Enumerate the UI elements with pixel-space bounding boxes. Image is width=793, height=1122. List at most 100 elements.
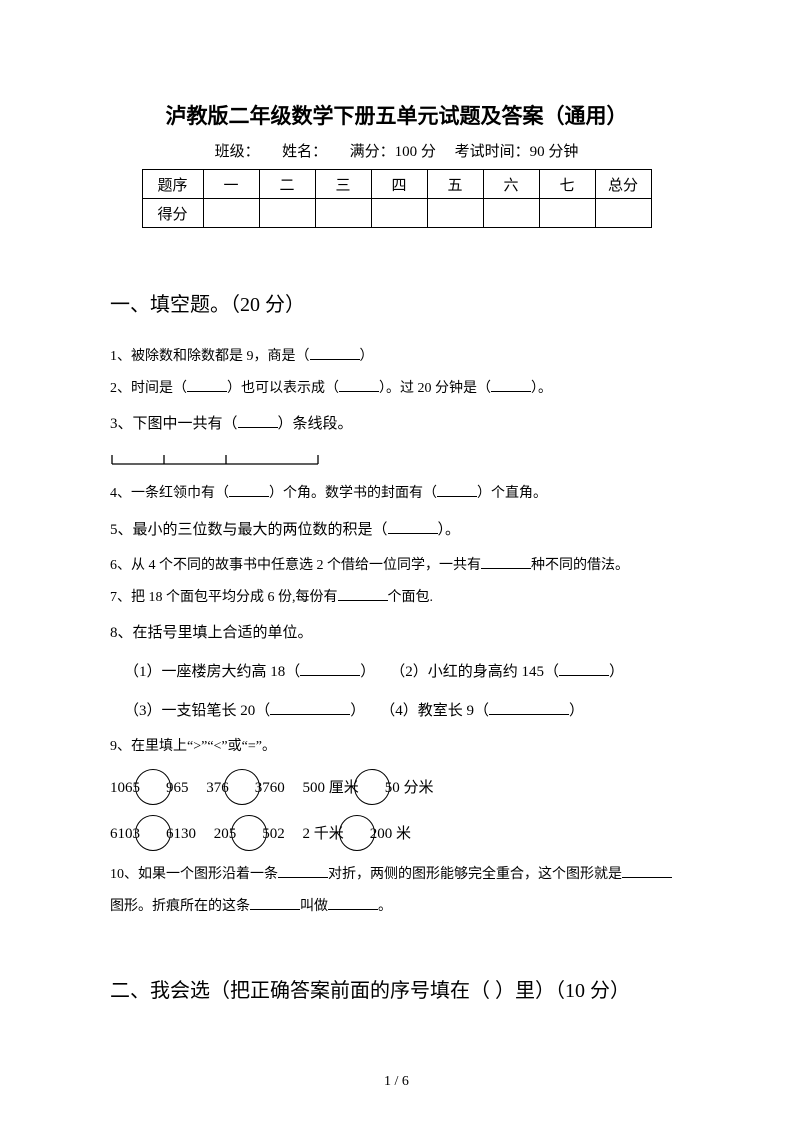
q6: 6、从 4 个不同的故事书中任意选 2 个借给一位同学，一共有 种不同的借法。 xyxy=(110,550,683,582)
section-2-heading: 二、我会选（把正确答案前面的序号填在（ ）里）（10 分） xyxy=(110,974,683,1003)
q10-c: 图形。折痕所在的这条 xyxy=(110,899,250,914)
page-footer: 1 / 6 xyxy=(0,1074,793,1090)
blank xyxy=(339,377,379,392)
compare-circle xyxy=(224,769,260,805)
td-blank xyxy=(203,199,259,228)
blank xyxy=(238,412,278,428)
q8: 8、在括号里填上合适的单位。 xyxy=(110,614,683,653)
q5-a: 5、最小的三位数与最大的两位数的积是（ xyxy=(110,522,388,538)
exam-title: 泸教版二年级数学下册五单元试题及答案（通用） xyxy=(110,100,683,130)
td-blank xyxy=(595,199,651,228)
q5: 5、最小的三位数与最大的两位数的积是（ ）。 xyxy=(110,511,683,550)
blank xyxy=(187,377,227,392)
td-blank xyxy=(539,199,595,228)
td-blank xyxy=(483,199,539,228)
blank xyxy=(388,518,438,534)
name-label: 姓名： xyxy=(282,144,327,160)
q3: 3、下图中一共有（）条线段。 xyxy=(110,405,683,444)
blank xyxy=(489,699,569,715)
blank xyxy=(437,482,477,497)
th-5: 五 xyxy=(427,170,483,199)
th-1: 一 xyxy=(203,170,259,199)
line-segment-figure xyxy=(110,450,683,468)
q2: 2、时间是（ ）也可以表示成（ ）。过 20 分钟是（ ）。 xyxy=(110,373,683,405)
th-3: 三 xyxy=(315,170,371,199)
q8-3b: ） xyxy=(350,703,365,719)
q1-text-b: ） xyxy=(360,349,374,364)
blank xyxy=(559,660,609,676)
score-table: 题序 一 二 三 四 五 六 七 总分 得分 xyxy=(142,169,652,228)
q7-a: 7、把 18 个面包平均分成 6 份,每份有 xyxy=(110,590,338,605)
q6-b: 种不同的借法。 xyxy=(531,558,629,573)
c6a: 2 千米 xyxy=(303,826,344,842)
q8-1a: （1）一座楼房大约高 18（ xyxy=(124,664,300,680)
q4-b: ）个角。数学书的封面有（ xyxy=(269,486,437,501)
q10-e: 。 xyxy=(378,899,392,914)
compare-circle xyxy=(354,769,390,805)
th-total: 总分 xyxy=(595,170,651,199)
q4-a: 4、一条红领巾有（ xyxy=(110,486,229,501)
line-segment-icon xyxy=(110,452,320,468)
q10-b: 对折，两侧的图形能够完全重合，这个图形就是 xyxy=(328,867,622,882)
blank xyxy=(328,895,378,910)
q8-a: 8、在括号里填上合适的单位。 xyxy=(110,625,313,641)
blank xyxy=(270,699,350,715)
th-seq: 题序 xyxy=(142,170,203,199)
q5-b: ）。 xyxy=(438,522,461,538)
q9: 9、在里填上“>”“<”或“=”。 xyxy=(110,731,683,763)
td-blank xyxy=(371,199,427,228)
section-1-heading: 一、填空题。（20 分） xyxy=(110,288,683,317)
c3b: 50 分米 xyxy=(385,780,434,796)
q8-1b: ） xyxy=(360,664,375,680)
blank xyxy=(300,660,360,676)
compare-circle xyxy=(231,815,267,851)
q3-b: ）条线段。 xyxy=(278,416,353,432)
td-blank xyxy=(427,199,483,228)
q10-d: 叫做 xyxy=(300,899,328,914)
compare-line-1: 1065965 3763760 500 厘米50 分米 xyxy=(110,767,683,809)
q8-line1: （1）一座楼房大约高 18（ ） （2）小红的身高约 145（ ） xyxy=(110,653,683,692)
blank xyxy=(491,377,531,392)
q2-c: ）。过 20 分钟是（ xyxy=(379,381,491,396)
blank xyxy=(622,863,672,878)
compare-circle xyxy=(339,815,375,851)
c3a: 500 厘米 xyxy=(303,780,359,796)
blank xyxy=(229,482,269,497)
q2-d: ）。 xyxy=(531,381,552,396)
q10: 10、如果一个图形沿着一条 对折，两侧的图形能够完全重合，这个图形就是 图形。折痕… xyxy=(110,859,683,923)
table-row: 题序 一 二 三 四 五 六 七 总分 xyxy=(142,170,651,199)
compare-line-2: 61036130 205502 2 千米200 米 xyxy=(110,813,683,855)
q6-a: 6、从 4 个不同的故事书中任意选 2 个借给一位同学，一共有 xyxy=(110,558,481,573)
compare-circle xyxy=(135,815,171,851)
class-label: 班级： xyxy=(215,144,260,160)
q8-3a: （3）一支铅笔长 20（ xyxy=(124,703,270,719)
q8-4b: ） xyxy=(569,703,584,719)
q2-a: 2、时间是（ xyxy=(110,381,187,396)
th-4: 四 xyxy=(371,170,427,199)
blank xyxy=(250,895,300,910)
q1: 1、被除数和除数都是 9，商是（ ） xyxy=(110,341,683,373)
q2-b: ）也可以表示成（ xyxy=(227,381,339,396)
q4-c: ）个直角。 xyxy=(477,486,547,501)
exam-time: 考试时间：90 分钟 xyxy=(455,144,579,160)
table-row: 得分 xyxy=(142,199,651,228)
q8-line2: （3）一支铅笔长 20（） （4）教室长 9（） xyxy=(110,692,683,731)
full-score: 满分：100 分 xyxy=(350,144,436,160)
th-7: 七 xyxy=(539,170,595,199)
td-score-label: 得分 xyxy=(142,199,203,228)
q1-text-a: 1、被除数和除数都是 9，商是（ xyxy=(110,349,310,364)
c6b: 200 米 xyxy=(370,826,411,842)
th-6: 六 xyxy=(483,170,539,199)
q8-2b: ） xyxy=(609,664,624,680)
blank xyxy=(278,863,328,878)
td-blank xyxy=(315,199,371,228)
q8-2a: （2）小红的身高约 145（ xyxy=(390,664,559,680)
blank xyxy=(310,345,360,360)
td-blank xyxy=(259,199,315,228)
q10-a: 10、如果一个图形沿着一条 xyxy=(110,867,278,882)
compare-circle xyxy=(135,769,171,805)
q4: 4、一条红领巾有（ ）个角。数学书的封面有（ ）个直角。 xyxy=(110,478,683,510)
exam-page: 泸教版二年级数学下册五单元试题及答案（通用） 班级： 姓名： 满分：100 分 … xyxy=(0,0,793,1122)
blank xyxy=(338,586,388,601)
meta-line: 班级： 姓名： 满分：100 分 考试时间：90 分钟 xyxy=(110,140,683,161)
